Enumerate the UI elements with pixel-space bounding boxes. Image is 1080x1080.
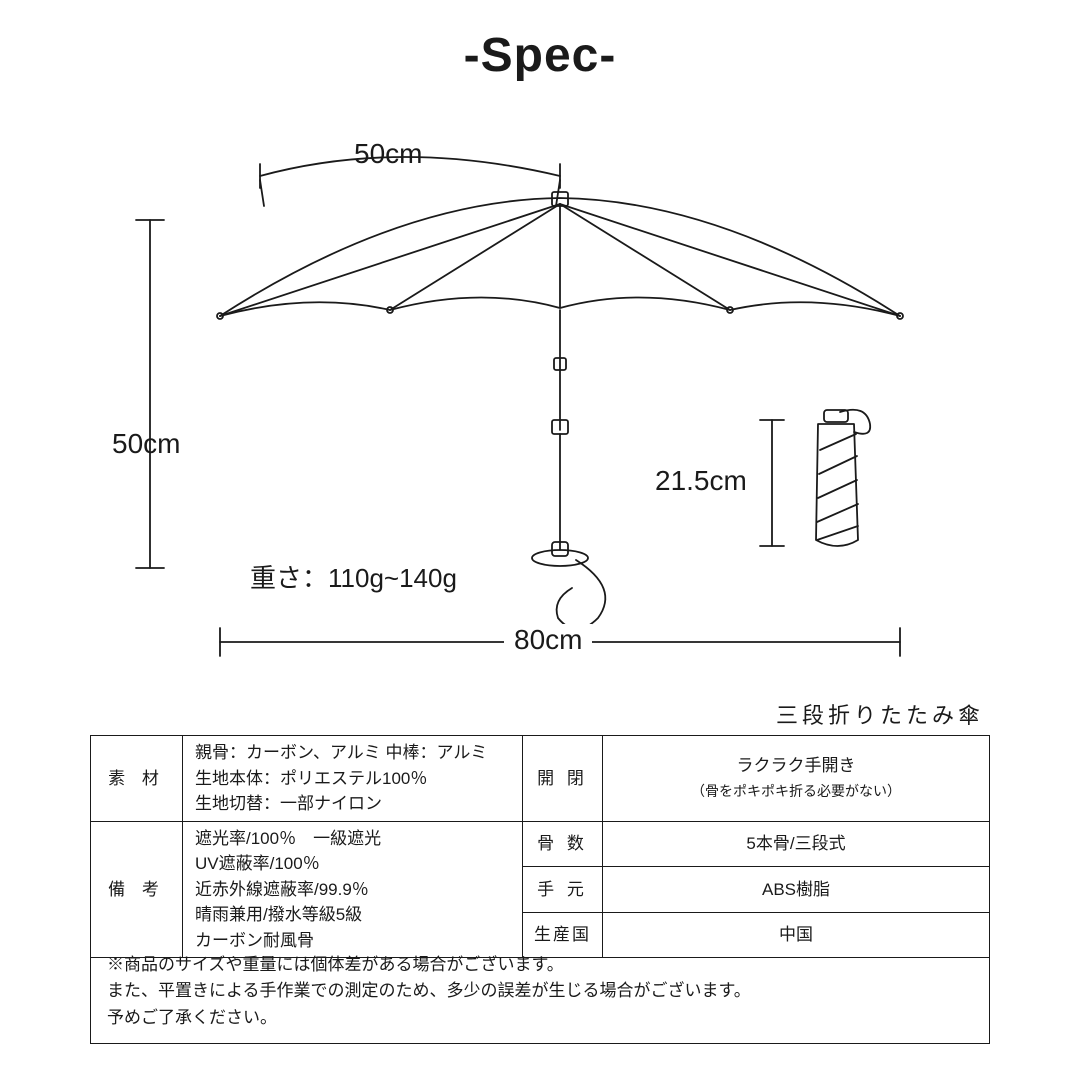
cell-open-label: 開 閉 [523, 736, 603, 822]
cell-material-label: 素 材 [91, 736, 183, 822]
open-val-main: ラクラク手開き [737, 756, 856, 775]
cell-handle-label: 手 元 [523, 867, 603, 913]
dim-width: 80cm [504, 624, 592, 656]
cell-ribs-label: 骨 数 [523, 821, 603, 867]
cell-ribs-val: 5本骨/三段式 [603, 821, 990, 867]
spec-table: 素 材 親骨：カーボン、アルミ 中棒：アルミ 生地本体：ポリエステル100％ 生… [90, 735, 990, 958]
footnote: ※商品のサイズや重量には個体差がある場合がございます。 また、平置きによる手作業… [90, 942, 990, 1044]
diagram-svg [100, 120, 980, 665]
dim-height: 50cm [112, 428, 180, 460]
cell-material-val: 親骨：カーボン、アルミ 中棒：アルミ 生地本体：ポリエステル100％ 生地切替：… [183, 736, 523, 822]
cell-handle-val: ABS樹脂 [603, 867, 990, 913]
dim-rib: 50cm [354, 138, 422, 170]
dim-weight: 重さ：110g~140g [250, 558, 457, 595]
table-title: 三段折りたたみ傘 [776, 698, 984, 730]
cell-remarks-val: 遮光率/100％ 一級遮光 UV遮蔽率/100％ 近赤外線遮蔽率/99.9％ 晴… [183, 821, 523, 958]
footnote-wrap: ※商品のサイズや重量には個体差がある場合がございます。 また、平置きによる手作業… [90, 942, 990, 1044]
cell-open-val: ラクラク手開き （骨をポキポキ折る必要がない） [603, 736, 990, 822]
cell-remarks-label: 備 考 [91, 821, 183, 958]
spec-diagram: 50cm 50cm 80cm 21.5cm 重さ：110g~140g [100, 120, 980, 665]
dim-folded: 21.5cm [655, 465, 747, 497]
page-title: -Spec- [0, 28, 1080, 83]
open-val-sub: （骨をポキポキ折る必要がない） [691, 783, 901, 799]
